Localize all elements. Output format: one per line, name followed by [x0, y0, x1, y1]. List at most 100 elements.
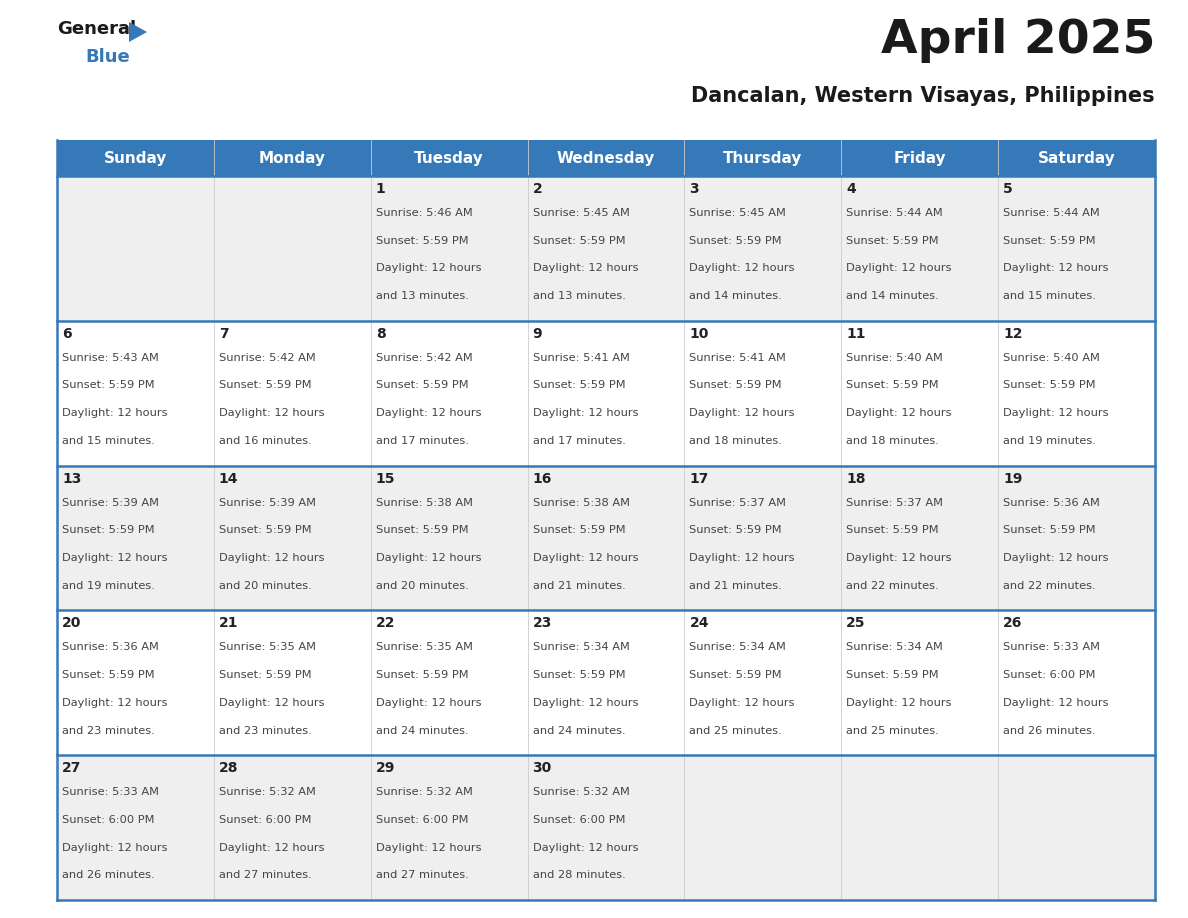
Bar — [57, 610, 1155, 756]
Text: and 19 minutes.: and 19 minutes. — [1003, 436, 1097, 446]
Text: and 25 minutes.: and 25 minutes. — [846, 725, 939, 735]
Text: 1: 1 — [375, 182, 385, 196]
Text: and 20 minutes.: and 20 minutes. — [375, 581, 468, 590]
Text: and 26 minutes.: and 26 minutes. — [1003, 725, 1095, 735]
Text: Sunrise: 5:45 AM: Sunrise: 5:45 AM — [689, 208, 786, 218]
Bar — [527, 140, 684, 176]
Text: 24: 24 — [689, 616, 709, 631]
Text: Sunrise: 5:37 AM: Sunrise: 5:37 AM — [689, 498, 786, 508]
Text: Sunset: 6:00 PM: Sunset: 6:00 PM — [532, 815, 625, 825]
Bar — [57, 465, 1155, 610]
Polygon shape — [129, 22, 147, 42]
Text: Thursday: Thursday — [723, 151, 803, 165]
Text: Daylight: 12 hours: Daylight: 12 hours — [1003, 698, 1108, 708]
Text: Sunrise: 5:36 AM: Sunrise: 5:36 AM — [1003, 498, 1100, 508]
Text: 6: 6 — [62, 327, 71, 341]
Text: Sunrise: 5:37 AM: Sunrise: 5:37 AM — [846, 498, 943, 508]
Text: Sunset: 6:00 PM: Sunset: 6:00 PM — [1003, 670, 1095, 680]
Bar — [998, 140, 1155, 176]
Text: Sunrise: 5:34 AM: Sunrise: 5:34 AM — [689, 643, 786, 653]
Text: Sunset: 5:59 PM: Sunset: 5:59 PM — [1003, 236, 1095, 246]
Text: and 19 minutes.: and 19 minutes. — [62, 581, 154, 590]
Text: Daylight: 12 hours: Daylight: 12 hours — [219, 409, 324, 419]
Text: Sunset: 5:59 PM: Sunset: 5:59 PM — [219, 670, 311, 680]
Text: 13: 13 — [62, 472, 81, 486]
Text: Sunset: 5:59 PM: Sunset: 5:59 PM — [846, 236, 939, 246]
Text: Sunrise: 5:34 AM: Sunrise: 5:34 AM — [532, 643, 630, 653]
Text: Daylight: 12 hours: Daylight: 12 hours — [846, 553, 952, 563]
Text: Sunset: 6:00 PM: Sunset: 6:00 PM — [219, 815, 311, 825]
Text: Friday: Friday — [893, 151, 946, 165]
Text: Daylight: 12 hours: Daylight: 12 hours — [219, 698, 324, 708]
Text: Monday: Monday — [259, 151, 326, 165]
Text: Daylight: 12 hours: Daylight: 12 hours — [846, 698, 952, 708]
Text: Daylight: 12 hours: Daylight: 12 hours — [375, 843, 481, 853]
Text: Sunset: 5:59 PM: Sunset: 5:59 PM — [375, 380, 468, 390]
Text: Daylight: 12 hours: Daylight: 12 hours — [1003, 553, 1108, 563]
Text: and 17 minutes.: and 17 minutes. — [532, 436, 625, 446]
Text: 22: 22 — [375, 616, 396, 631]
Text: and 15 minutes.: and 15 minutes. — [1003, 291, 1097, 301]
Text: April 2025: April 2025 — [880, 18, 1155, 63]
Text: 15: 15 — [375, 472, 396, 486]
Text: and 18 minutes.: and 18 minutes. — [846, 436, 940, 446]
Text: Daylight: 12 hours: Daylight: 12 hours — [689, 263, 795, 274]
Text: and 21 minutes.: and 21 minutes. — [532, 581, 625, 590]
Text: Daylight: 12 hours: Daylight: 12 hours — [375, 263, 481, 274]
Text: and 24 minutes.: and 24 minutes. — [375, 725, 468, 735]
Text: Sunset: 5:59 PM: Sunset: 5:59 PM — [1003, 380, 1095, 390]
Text: Daylight: 12 hours: Daylight: 12 hours — [532, 409, 638, 419]
Text: Daylight: 12 hours: Daylight: 12 hours — [375, 553, 481, 563]
Text: Daylight: 12 hours: Daylight: 12 hours — [62, 843, 168, 853]
Text: Sunrise: 5:38 AM: Sunrise: 5:38 AM — [375, 498, 473, 508]
Text: Sunset: 5:59 PM: Sunset: 5:59 PM — [689, 380, 782, 390]
Text: 17: 17 — [689, 472, 709, 486]
Text: Daylight: 12 hours: Daylight: 12 hours — [532, 843, 638, 853]
Text: Sunset: 5:59 PM: Sunset: 5:59 PM — [532, 380, 625, 390]
Text: Sunset: 5:59 PM: Sunset: 5:59 PM — [219, 380, 311, 390]
Text: Daylight: 12 hours: Daylight: 12 hours — [689, 553, 795, 563]
Text: Daylight: 12 hours: Daylight: 12 hours — [689, 409, 795, 419]
Text: and 23 minutes.: and 23 minutes. — [62, 725, 154, 735]
Text: 8: 8 — [375, 327, 385, 341]
Text: Sunset: 5:59 PM: Sunset: 5:59 PM — [689, 525, 782, 535]
Text: Sunset: 5:59 PM: Sunset: 5:59 PM — [219, 525, 311, 535]
Bar — [214, 140, 371, 176]
Text: and 18 minutes.: and 18 minutes. — [689, 436, 783, 446]
Text: Daylight: 12 hours: Daylight: 12 hours — [532, 553, 638, 563]
Text: Sunrise: 5:36 AM: Sunrise: 5:36 AM — [62, 643, 159, 653]
Text: and 13 minutes.: and 13 minutes. — [532, 291, 625, 301]
Text: Daylight: 12 hours: Daylight: 12 hours — [846, 409, 952, 419]
Text: Sunset: 5:59 PM: Sunset: 5:59 PM — [846, 670, 939, 680]
Text: 4: 4 — [846, 182, 857, 196]
Text: Sunset: 5:59 PM: Sunset: 5:59 PM — [375, 670, 468, 680]
Text: Sunrise: 5:34 AM: Sunrise: 5:34 AM — [846, 643, 943, 653]
Bar — [684, 140, 841, 176]
Text: Daylight: 12 hours: Daylight: 12 hours — [1003, 409, 1108, 419]
Text: Sunrise: 5:35 AM: Sunrise: 5:35 AM — [219, 643, 316, 653]
Text: 21: 21 — [219, 616, 239, 631]
Text: 9: 9 — [532, 327, 542, 341]
Text: and 14 minutes.: and 14 minutes. — [846, 291, 939, 301]
Text: Sunset: 5:59 PM: Sunset: 5:59 PM — [689, 670, 782, 680]
Text: 25: 25 — [846, 616, 866, 631]
Text: and 14 minutes.: and 14 minutes. — [689, 291, 782, 301]
Text: Sunrise: 5:32 AM: Sunrise: 5:32 AM — [532, 788, 630, 797]
Text: Sunset: 5:59 PM: Sunset: 5:59 PM — [689, 236, 782, 246]
Text: 18: 18 — [846, 472, 866, 486]
Text: 27: 27 — [62, 761, 81, 775]
Bar — [57, 140, 214, 176]
Text: and 20 minutes.: and 20 minutes. — [219, 581, 311, 590]
Text: Sunrise: 5:32 AM: Sunrise: 5:32 AM — [375, 788, 473, 797]
Text: Daylight: 12 hours: Daylight: 12 hours — [689, 698, 795, 708]
Text: Dancalan, Western Visayas, Philippines: Dancalan, Western Visayas, Philippines — [691, 86, 1155, 106]
Text: Daylight: 12 hours: Daylight: 12 hours — [375, 698, 481, 708]
Text: Sunset: 5:59 PM: Sunset: 5:59 PM — [846, 525, 939, 535]
Text: Sunrise: 5:42 AM: Sunrise: 5:42 AM — [219, 353, 316, 363]
Text: Daylight: 12 hours: Daylight: 12 hours — [532, 263, 638, 274]
Text: 2: 2 — [532, 182, 542, 196]
Text: and 27 minutes.: and 27 minutes. — [375, 870, 468, 880]
Text: 7: 7 — [219, 327, 228, 341]
Text: Sunrise: 5:38 AM: Sunrise: 5:38 AM — [532, 498, 630, 508]
Text: 10: 10 — [689, 327, 709, 341]
